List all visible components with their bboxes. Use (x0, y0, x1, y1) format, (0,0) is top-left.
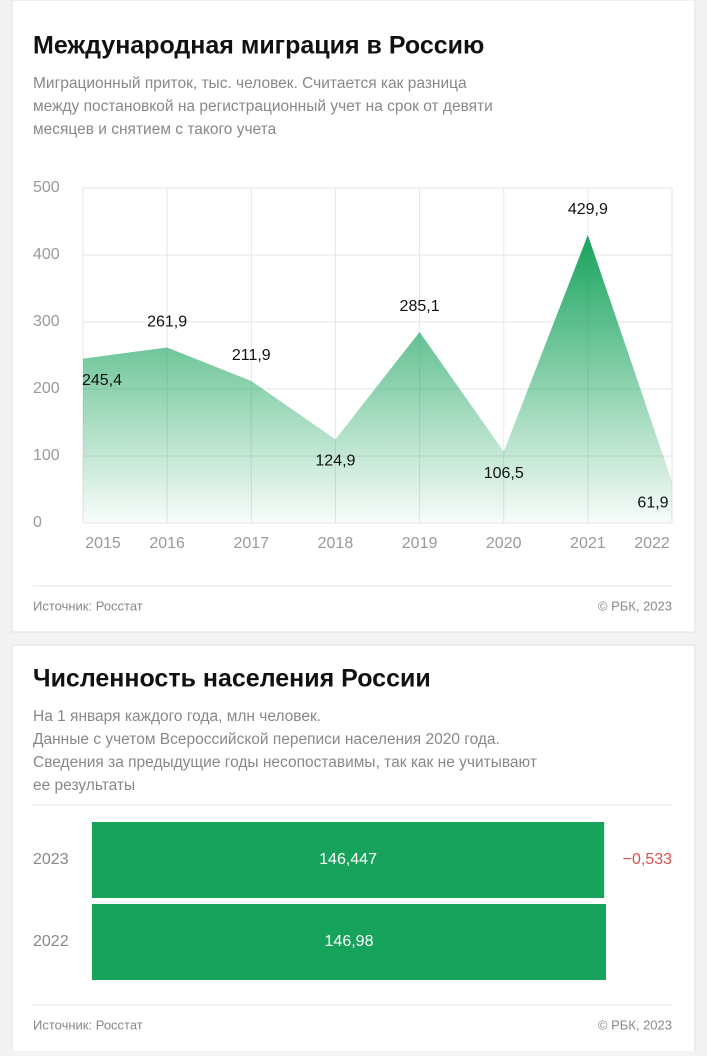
y-tick-label: 300 (33, 313, 60, 330)
x-tick-label: 2020 (486, 535, 522, 552)
data-label: 285,1 (400, 298, 440, 315)
y-tick-label: 400 (33, 246, 60, 263)
data-label: 124,9 (315, 453, 355, 470)
subtitle: На 1 января каждого года, млн человек. (33, 708, 321, 725)
y-tick-label: 2022 (33, 933, 69, 950)
data-label: 146,447 (319, 851, 377, 868)
credit: © РБК, 2023 (598, 598, 672, 613)
chart-title: Международная миграция в Россию (33, 32, 484, 60)
y-tick-label: 200 (33, 380, 60, 397)
y-tick-label: 100 (33, 447, 60, 464)
y-tick-label: 500 (33, 179, 60, 196)
annotation: −0,533 (623, 851, 672, 868)
source: Источник: Росстат (33, 1017, 143, 1032)
data-label: 261,9 (147, 314, 187, 331)
subtitle: месяцев и снятием с такого учета (33, 121, 277, 138)
subtitle: Сведения за предыдущие годы несопоставим… (33, 754, 537, 771)
data-label: 211,9 (232, 347, 271, 364)
subtitle: между постановкой на регистрационный уче… (33, 98, 493, 115)
x-tick-label: 2021 (570, 535, 606, 552)
subtitle: Миграционный приток, тыс. человек. Счита… (33, 75, 467, 92)
bar (92, 904, 606, 980)
data-label: 61,9 (637, 495, 668, 512)
x-tick-label: 2015 (85, 535, 121, 552)
chart-title: Численность населения России (33, 665, 431, 693)
x-tick-label: 2018 (318, 535, 354, 552)
subtitle: Данные с учетом Всероссийской переписи н… (33, 731, 500, 748)
x-tick-label: 2019 (402, 535, 438, 552)
subtitle: ее результаты (33, 777, 135, 794)
data-label: 106,5 (484, 465, 524, 482)
credit: © РБК, 2023 (598, 1017, 672, 1032)
data-label: 245,4 (82, 372, 122, 389)
x-tick-label: 2022 (634, 535, 670, 552)
x-tick-label: 2017 (233, 535, 269, 552)
data-label: 429,9 (568, 201, 608, 218)
x-tick-label: 2016 (149, 535, 185, 552)
source: Источник: Росстат (33, 598, 143, 613)
bar (92, 822, 605, 898)
y-tick-label: 0 (33, 514, 42, 531)
data-label: 146,98 (325, 933, 374, 950)
area (83, 234, 672, 524)
y-tick-label: 2023 (33, 851, 69, 868)
